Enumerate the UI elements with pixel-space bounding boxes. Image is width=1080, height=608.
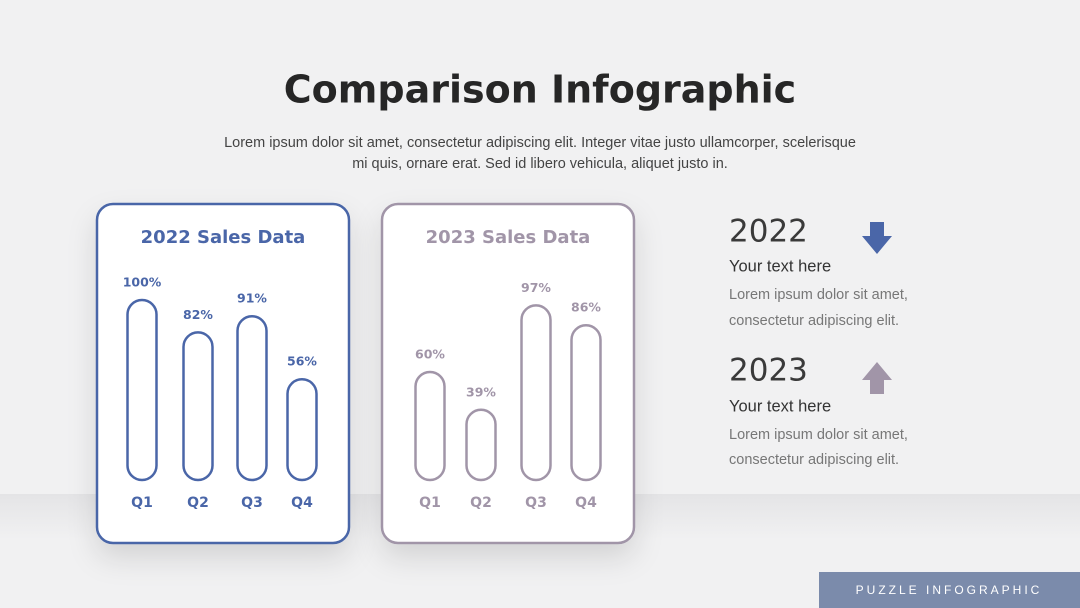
- item-heading: Your text here: [729, 397, 831, 415]
- arrow-up: [862, 362, 892, 394]
- bar: [126, 298, 158, 482]
- value-label: 82%: [183, 307, 213, 322]
- bar: [182, 331, 214, 482]
- bar: [236, 314, 268, 482]
- category-label: Q4: [291, 495, 313, 511]
- year: 2023: [729, 353, 808, 389]
- card: [95, 202, 351, 545]
- item-heading: Your text here: [729, 257, 831, 275]
- chart-title: 2023 Sales Data: [426, 227, 591, 248]
- category-label: Q3: [525, 495, 547, 511]
- arrow-down: [862, 222, 892, 254]
- item-text: Lorem ipsum dolor sit amet,: [729, 427, 908, 443]
- bar: [286, 377, 318, 482]
- value-label: 97%: [521, 280, 551, 295]
- subtitle-line: mi quis, ornare erat. Sed id libero vehi…: [352, 156, 728, 172]
- value-label: 39%: [466, 384, 496, 399]
- bar: [570, 323, 602, 482]
- year: 2022: [729, 214, 808, 250]
- item-text: consectetur adipiscing elit.: [729, 313, 899, 329]
- category-label: Q1: [131, 495, 153, 511]
- bar: [465, 408, 497, 482]
- value-label: 60%: [415, 347, 445, 362]
- value-label: 56%: [287, 354, 317, 369]
- value-label: 91%: [237, 291, 267, 306]
- category-label: Q1: [419, 495, 441, 511]
- value-label: 86%: [571, 300, 601, 315]
- category-label: Q2: [470, 495, 492, 511]
- charts: 2022 Sales Data 100% Q1 82% Q2 91% Q3 56% Q4 2023…: [95, 202, 636, 545]
- category-label: Q4: [575, 495, 597, 511]
- footer-label: PUZZLE INFOGRAPHIC: [856, 583, 1043, 597]
- chart-title: 2022 Sales Data: [141, 227, 306, 248]
- title: Comparison Infographic: [284, 68, 796, 112]
- bar: [414, 370, 446, 482]
- category-label: Q3: [241, 495, 263, 511]
- category-label: Q2: [187, 495, 209, 511]
- value-label: 100%: [123, 275, 162, 290]
- item-text: Lorem ipsum dolor sit amet,: [729, 287, 908, 303]
- subtitle-line: Lorem ipsum dolor sit amet, consectetur …: [224, 135, 856, 151]
- bar: [520, 304, 552, 482]
- footer-bar: [819, 572, 1080, 608]
- item-text: consectetur adipiscing elit.: [729, 452, 899, 468]
